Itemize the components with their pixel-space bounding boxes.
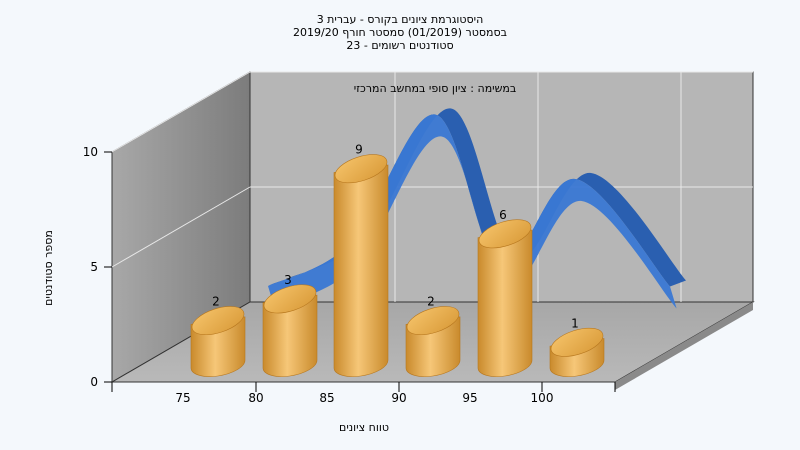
bar-value-label-100: 1 bbox=[571, 316, 579, 330]
x-tick-label-0: 75 bbox=[175, 391, 190, 405]
x-tick-label-4: 95 bbox=[462, 391, 477, 405]
grid-lines bbox=[111, 71, 753, 302]
bar-cap-90 bbox=[406, 306, 460, 336]
grid-line-left-2 bbox=[111, 71, 251, 153]
y-axis-label: מספר סטודנטים bbox=[42, 230, 55, 306]
bar-value-label-90: 2 bbox=[427, 295, 435, 309]
bar-75: 2 bbox=[190, 295, 246, 377]
x-tick-label-1: 80 bbox=[248, 391, 263, 405]
bar-value-label-85: 9 bbox=[355, 143, 363, 157]
bar-value-label-80: 3 bbox=[284, 273, 292, 287]
x-tick-label-5: 100 bbox=[531, 391, 554, 405]
bar-cap-95 bbox=[478, 219, 532, 249]
bar-100: 1 bbox=[549, 316, 605, 377]
y-tick-label-1: 5 bbox=[90, 260, 98, 274]
x-tick-label-2: 85 bbox=[319, 391, 334, 405]
bar-90: 2 bbox=[405, 295, 461, 377]
chart-title-line-3: סטודנטים רשומים - 23 bbox=[346, 39, 454, 52]
floor-edge-right bbox=[615, 302, 753, 390]
bar-85: 9 bbox=[333, 143, 389, 377]
y-tick-label-0: 0 bbox=[90, 375, 98, 389]
chart-title-line-2: בסמסטר (01/2019) סמסטר חורף 2019/20 bbox=[293, 26, 507, 39]
y-axis-ticks: 0 5 10 bbox=[83, 145, 112, 389]
x-tick-label-3: 90 bbox=[391, 391, 406, 405]
chart-subtitle: במשימה : ציון סופי במחשב המרכזי bbox=[354, 82, 517, 95]
bar-cap-85 bbox=[334, 154, 388, 184]
bar-95: 6 bbox=[477, 208, 533, 377]
y-tick-label-2: 10 bbox=[83, 145, 98, 159]
x-axis-ticks: 75 80 85 90 95 100 bbox=[111, 382, 616, 405]
bar-value-label-75: 2 bbox=[212, 295, 220, 309]
bar-value-label-95: 6 bbox=[499, 208, 507, 222]
grid-line-left-1 bbox=[111, 186, 251, 268]
bar-80: 3 bbox=[262, 273, 318, 377]
chart-title-line-1: היסטוגרמת ציונים בקורס - עברית 3 bbox=[316, 13, 484, 26]
bar-body-85 bbox=[333, 164, 389, 377]
bar-body-80 bbox=[262, 294, 318, 377]
x-axis-label: טווח ציונים bbox=[339, 421, 389, 434]
bar-cap-75 bbox=[191, 306, 245, 336]
bar-series: 2 3 9 2 6 1 bbox=[190, 143, 605, 377]
bar-body-95 bbox=[477, 229, 533, 377]
bar-cap-80 bbox=[263, 284, 317, 314]
bar-cap-100 bbox=[550, 327, 604, 357]
trend-ribbon-side bbox=[268, 108, 686, 287]
